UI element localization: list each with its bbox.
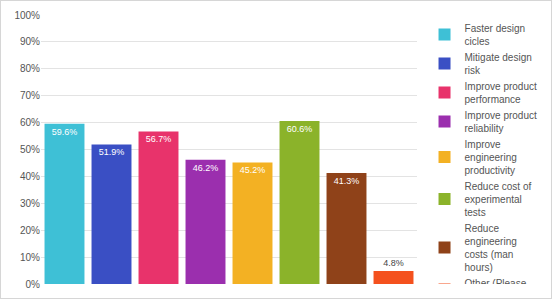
svg-text:10%: 10% (20, 252, 40, 263)
svg-text:Mitigate designrisk: Mitigate designrisk (465, 52, 532, 76)
svg-text:Improve productperformance: Improve productperformance (465, 81, 537, 105)
svg-text:Reduceengineeringcosts (manhou: Reduceengineeringcosts (manhours) (465, 223, 517, 273)
svg-text:45.2%: 45.2% (240, 165, 266, 175)
svg-text:Other (Pleasespecify): Other (Pleasespecify) (465, 278, 527, 284)
svg-text:Faster designcicles: Faster designcicles (465, 23, 526, 47)
svg-text:41.3%: 41.3% (334, 176, 360, 186)
svg-text:50%: 50% (20, 144, 40, 155)
svg-text:40%: 40% (20, 171, 40, 182)
svg-text:90%: 90% (20, 36, 40, 47)
svg-text:80%: 80% (20, 63, 40, 74)
svg-text:30%: 30% (20, 198, 40, 209)
svg-text:4.8%: 4.8% (383, 258, 404, 268)
svg-text:46.2%: 46.2% (193, 163, 219, 173)
svg-text:56.7%: 56.7% (146, 134, 172, 144)
svg-text:70%: 70% (20, 90, 40, 101)
svg-text:20%: 20% (20, 225, 40, 236)
svg-text:60.6%: 60.6% (287, 124, 313, 134)
svg-text:Improve productreliability: Improve productreliability (465, 110, 537, 134)
svg-text:Improveengineeringproductivity: Improveengineeringproductivity (465, 139, 517, 176)
svg-text:0%: 0% (26, 279, 41, 290)
svg-text:60%: 60% (20, 117, 40, 128)
svg-text:51.9%: 51.9% (99, 147, 125, 157)
svg-text:Reduce cost ofexperimentaltest: Reduce cost ofexperimentaltests (465, 181, 532, 218)
svg-text:100%: 100% (14, 10, 40, 21)
svg-text:59.6%: 59.6% (52, 127, 78, 137)
